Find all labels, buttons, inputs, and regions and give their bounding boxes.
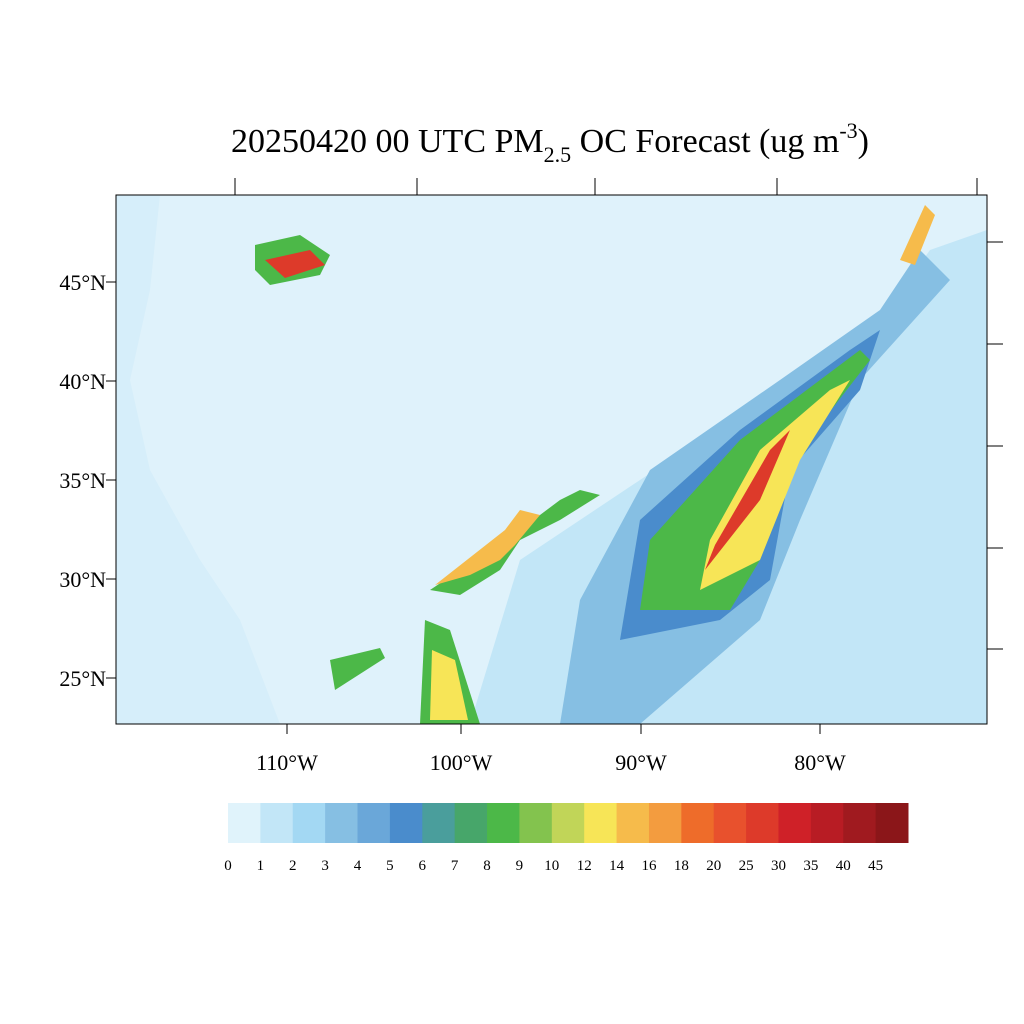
lon-label: 110°W bbox=[256, 750, 318, 775]
colorbar-box bbox=[389, 803, 423, 843]
colorbar-box bbox=[843, 803, 877, 843]
lon-label: 80°W bbox=[794, 750, 846, 775]
colorbar-box bbox=[357, 803, 391, 843]
colorbar-box bbox=[487, 803, 520, 843]
map-title: 20250420 00 UTC PM2.5 OC Forecast (ug m-… bbox=[231, 118, 869, 167]
title-subscript: 2.5 bbox=[544, 142, 572, 167]
lat-label: 30°N bbox=[59, 567, 106, 592]
colorbar-label: 4 bbox=[354, 858, 362, 874]
plume bbox=[265, 250, 325, 278]
colorbar-label: 16 bbox=[641, 858, 657, 874]
colorbar-label: 12 bbox=[577, 858, 592, 874]
colorbar-box bbox=[551, 803, 585, 843]
colorbar-box bbox=[228, 803, 261, 843]
plume bbox=[330, 648, 385, 690]
colorbar-label: 20 bbox=[706, 858, 721, 874]
colorbar-label: 3 bbox=[321, 858, 329, 874]
title-text: ) bbox=[858, 123, 869, 160]
colorbar-label: 45 bbox=[868, 858, 883, 874]
colorbar-box bbox=[778, 803, 812, 843]
colorbar-box bbox=[810, 803, 844, 843]
lat-label: 40°N bbox=[59, 369, 106, 394]
colorbar-label: 18 bbox=[674, 858, 689, 874]
colorbar-box bbox=[746, 803, 779, 843]
colorbar-box bbox=[584, 803, 618, 843]
colorbar-label: 25 bbox=[739, 858, 754, 874]
colorbar-box bbox=[648, 803, 682, 843]
colorbar-label: 9 bbox=[516, 858, 524, 874]
lat-label: 45°N bbox=[59, 270, 106, 295]
colorbar-box bbox=[260, 803, 294, 843]
colorbar-label: 14 bbox=[609, 858, 625, 874]
colorbar-box bbox=[292, 803, 326, 843]
colorbar-label: 30 bbox=[771, 858, 786, 874]
lat-label: 35°N bbox=[59, 468, 106, 493]
colorbar-label: 40 bbox=[836, 858, 851, 874]
colorbar-box bbox=[616, 803, 650, 843]
colorbar-label: 8 bbox=[483, 858, 491, 874]
colorbar-label: 6 bbox=[419, 858, 427, 874]
colorbar-box bbox=[875, 803, 909, 843]
plume bbox=[900, 205, 935, 265]
map-field bbox=[115, 194, 988, 725]
plume bbox=[705, 430, 790, 570]
lon-label: 90°W bbox=[615, 750, 667, 775]
colorbar-box bbox=[519, 803, 553, 843]
plume bbox=[700, 380, 850, 590]
colorbar-label: 7 bbox=[451, 858, 459, 874]
lat-label: 25°N bbox=[59, 666, 106, 691]
colorbar-label: 5 bbox=[386, 858, 394, 874]
colorbar-label: 2 bbox=[289, 858, 297, 874]
map-frame bbox=[115, 194, 988, 725]
colorbar-box bbox=[422, 803, 456, 843]
title-superscript: -3 bbox=[839, 118, 857, 143]
plume bbox=[430, 650, 468, 720]
lon-label: 100°W bbox=[430, 750, 493, 775]
colorbar-box bbox=[454, 803, 488, 843]
title-text: 20250420 00 UTC PM bbox=[231, 123, 544, 160]
colorbar-label: 10 bbox=[544, 858, 559, 874]
colorbar-label: 35 bbox=[803, 858, 818, 874]
colorbar-box bbox=[713, 803, 747, 843]
land-shade bbox=[116, 195, 280, 724]
colorbar-box bbox=[325, 803, 359, 843]
colorbar-box bbox=[681, 803, 715, 843]
title-text: OC Forecast (ug m bbox=[571, 123, 839, 160]
plume bbox=[435, 510, 540, 585]
colorbar-label: 0 bbox=[224, 858, 232, 874]
colorbar-label: 1 bbox=[257, 858, 265, 874]
